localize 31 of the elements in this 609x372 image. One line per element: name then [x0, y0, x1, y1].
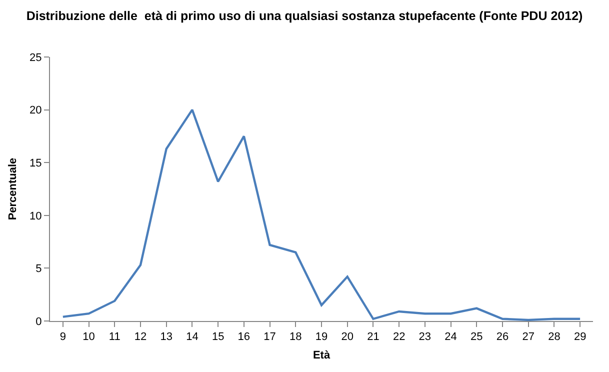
- x-tick-label: 12: [134, 331, 147, 344]
- x-tick-label: 15: [212, 331, 224, 344]
- x-tick-label: 28: [548, 331, 560, 344]
- y-tick-label: 20: [30, 104, 42, 117]
- x-tick-label: 25: [470, 331, 483, 344]
- x-tick-label: 13: [160, 331, 172, 344]
- y-tick-label: 10: [30, 210, 42, 222]
- x-tick-label: 14: [186, 331, 198, 344]
- x-tick-label: 26: [496, 331, 509, 344]
- y-tick-label: 0: [36, 316, 42, 328]
- x-tick-label: 29: [574, 331, 586, 344]
- y-tick-label: 25: [30, 52, 42, 64]
- x-tick-label: 10: [82, 331, 95, 344]
- line-series: [62, 108, 582, 321]
- x-tick-label: 23: [418, 331, 432, 344]
- x-axis-title: Età: [312, 349, 331, 362]
- y-tick-label: 5: [36, 263, 42, 276]
- x-tick-label: 24: [444, 331, 457, 344]
- x-tick-label: 9: [60, 331, 66, 344]
- y-tick-label: 15: [30, 157, 42, 170]
- x-tick-label: 19: [315, 331, 328, 344]
- chart-title: Distribuzione delle età di primo uso di una qualsiasi sostanza stupefacente (Fonte PDU 2012): [26, 8, 583, 23]
- x-tick-label: 21: [367, 331, 380, 344]
- x-tick-label: 16: [238, 331, 250, 344]
- x-tick-label: 18: [290, 331, 302, 344]
- x-tick-label: 22: [392, 331, 406, 344]
- y-axis-title: Percentuale: [7, 158, 20, 220]
- x-tick-label: 20: [341, 331, 354, 344]
- x-tick-label: 27: [522, 331, 534, 344]
- x-tick-label: 11: [108, 331, 120, 344]
- x-tick-label: 17: [264, 331, 276, 344]
